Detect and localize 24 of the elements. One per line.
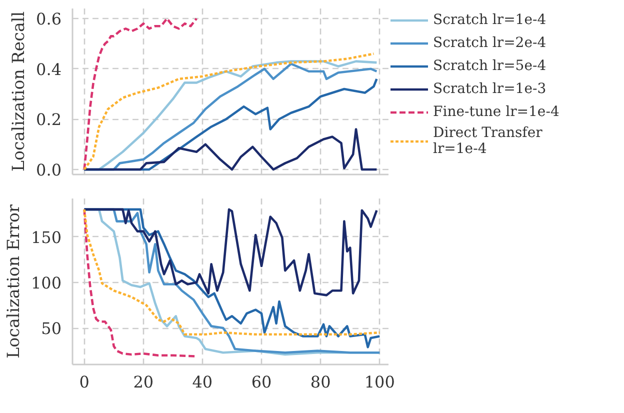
legend-label: Direct Transfer lr=1e-4	[433, 125, 542, 157]
y-tick-label: 0.0	[36, 160, 62, 180]
y-tick-label: 0.6	[36, 10, 62, 29]
x-tick-label: 40	[192, 372, 213, 392]
x-tick-label: 60	[251, 372, 272, 392]
line-series	[83, 17, 198, 171]
y-axis-title: Localization Error	[4, 204, 23, 358]
x-tick-label: 100	[364, 372, 395, 392]
legend-label: Scratch lr=1e-3	[433, 81, 546, 97]
y-tick-label: 100	[30, 273, 62, 292]
y-tick-label: 0.4	[36, 60, 62, 79]
line-series	[83, 128, 378, 171]
y-tick-label: 50	[41, 319, 62, 338]
legend-label: Fine-tune lr=1e-4	[433, 104, 560, 120]
x-tick-label: 80	[310, 372, 331, 392]
legend-label: Scratch lr=1e-4	[433, 12, 546, 28]
y-tick-label: 0.2	[36, 110, 62, 130]
line-series	[83, 208, 378, 296]
y-tick-label: 150	[30, 228, 62, 247]
y-axis-title: Localization Recall	[9, 11, 28, 172]
legend-label: Scratch lr=2e-4	[433, 35, 546, 51]
x-tick-label: 0	[79, 372, 90, 392]
legend-label: Scratch lr=5e-4	[433, 58, 546, 74]
x-tick-label: 20	[133, 372, 154, 392]
